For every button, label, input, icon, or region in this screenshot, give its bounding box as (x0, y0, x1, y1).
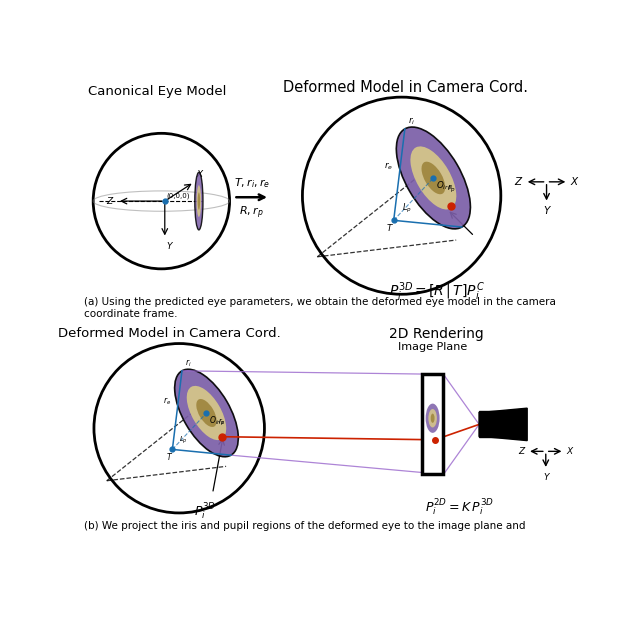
Ellipse shape (187, 386, 226, 440)
Ellipse shape (196, 399, 217, 427)
Ellipse shape (426, 404, 440, 433)
Text: (a) Using the predicted eye parameters, we obtain the deformed eye model in the : (a) Using the predicted eye parameters, … (84, 297, 556, 319)
Text: $r_i$: $r_i$ (408, 116, 415, 127)
Ellipse shape (410, 146, 456, 210)
Text: X: X (197, 170, 203, 180)
Ellipse shape (396, 127, 470, 229)
FancyBboxPatch shape (479, 412, 510, 437)
Text: $r_i$: $r_i$ (185, 358, 191, 370)
Text: $r_e$: $r_e$ (384, 160, 393, 172)
Text: (b) We project the iris and pupil regions of the deformed eye to the image plane: (b) We project the iris and pupil region… (84, 521, 525, 531)
Polygon shape (479, 408, 527, 441)
Text: $P_i^{3D}$: $P_i^{3D}$ (194, 502, 216, 521)
Text: Y: Y (166, 242, 172, 251)
Text: T: T (166, 453, 171, 462)
Ellipse shape (198, 193, 200, 210)
Text: Z: Z (518, 447, 524, 456)
Text: $P_i^{2D} = K\,P_i^{3D}$: $P_i^{2D} = K\,P_i^{3D}$ (426, 497, 494, 518)
Text: Deformed Model in Camera Cord.: Deformed Model in Camera Cord. (58, 326, 280, 339)
Text: $T, r_i, r_e$: $T, r_i, r_e$ (234, 176, 270, 189)
Text: Deformed Model in Camera Cord.: Deformed Model in Camera Cord. (283, 80, 528, 95)
Ellipse shape (195, 172, 203, 230)
Text: Y: Y (543, 473, 548, 482)
Text: $R, r_p$: $R, r_p$ (239, 205, 264, 222)
Ellipse shape (175, 369, 238, 457)
Text: $r_p$: $r_p$ (447, 183, 456, 196)
Text: X: X (566, 447, 573, 456)
Text: Z: Z (515, 177, 522, 187)
Circle shape (94, 344, 264, 513)
Ellipse shape (431, 413, 435, 423)
Ellipse shape (422, 162, 445, 194)
Ellipse shape (196, 185, 201, 217)
Text: $P_i^{3D} = [R\,|\,T]P_i^C$: $P_i^{3D} = [R\,|\,T]P_i^C$ (388, 280, 484, 303)
Text: $r_e$: $r_e$ (163, 395, 171, 407)
Text: $L_p$: $L_p$ (179, 434, 188, 446)
Text: $O_{iris}$: $O_{iris}$ (436, 180, 454, 192)
Text: 2D Rendering: 2D Rendering (389, 326, 484, 341)
Text: Image Plane: Image Plane (398, 342, 467, 352)
Circle shape (303, 97, 501, 294)
Text: X: X (571, 177, 578, 187)
Text: Z: Z (106, 197, 112, 205)
Polygon shape (422, 375, 444, 474)
Text: T: T (387, 224, 392, 233)
Text: Y: Y (543, 207, 550, 217)
Text: $r_p$: $r_p$ (218, 417, 226, 428)
Text: Canonical Eye Model: Canonical Eye Model (88, 85, 227, 98)
Circle shape (93, 133, 230, 269)
Text: $L_p$: $L_p$ (402, 202, 412, 215)
Text: $O_{iris}$: $O_{iris}$ (209, 415, 225, 427)
Text: (0,0,0): (0,0,0) (166, 193, 190, 199)
Ellipse shape (428, 409, 437, 428)
